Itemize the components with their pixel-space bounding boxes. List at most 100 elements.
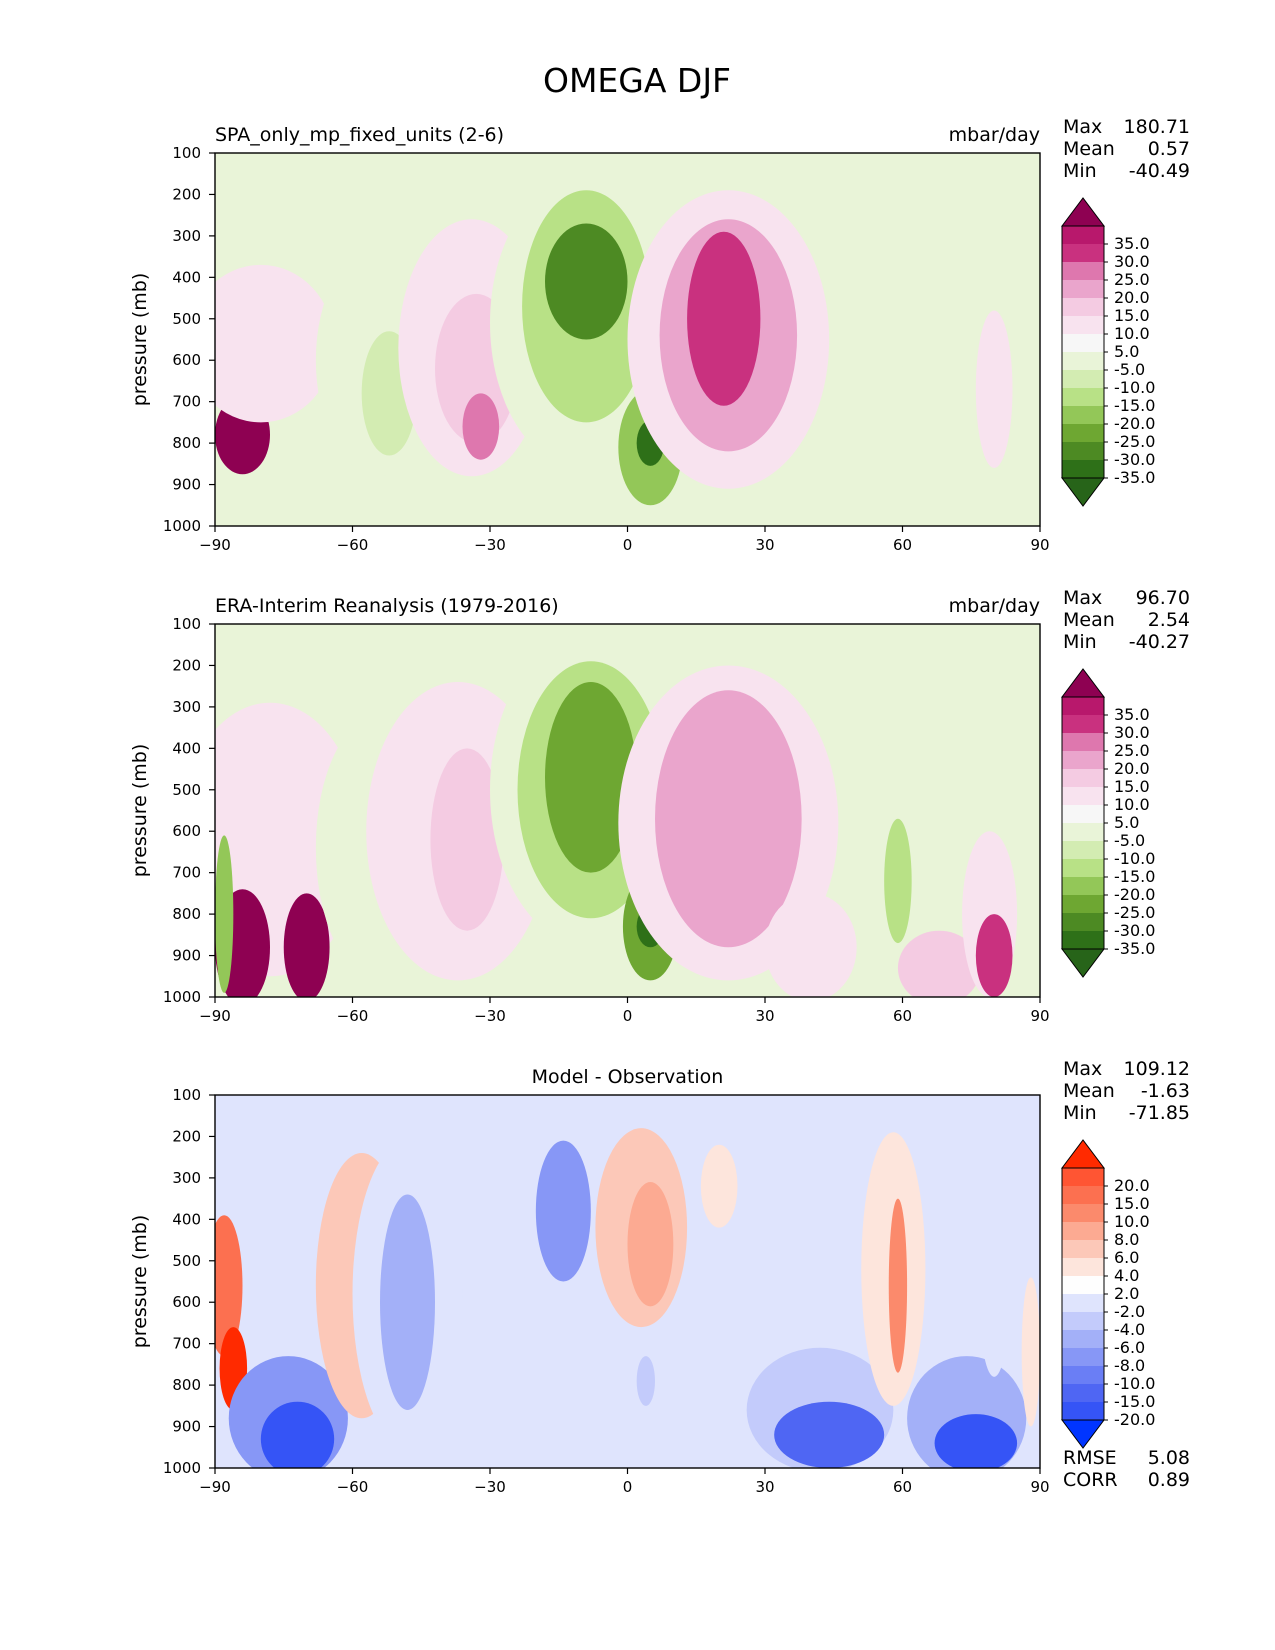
y-axis-label: pressure (mb) xyxy=(129,744,151,878)
stat-value: 0.57 xyxy=(1148,138,1190,160)
colorbar-label: -8.0 xyxy=(1114,1356,1145,1375)
colorbar-band xyxy=(1062,460,1104,478)
contour-region xyxy=(215,264,335,423)
colorbar-label: 6.0 xyxy=(1114,1248,1139,1267)
contour-region xyxy=(1021,1277,1040,1427)
y-tick-label: 400 xyxy=(172,1210,201,1228)
colorbar-band xyxy=(1062,406,1104,424)
colorbar-band xyxy=(1062,697,1104,715)
stat-value: -40.49 xyxy=(1129,160,1190,182)
colorbar-band xyxy=(1062,226,1104,244)
units-label: mbar/day xyxy=(949,595,1040,617)
colorbar-label: -35.0 xyxy=(1114,939,1155,958)
stat-label: Mean xyxy=(1063,138,1115,160)
contour-fields xyxy=(215,632,1018,997)
colorbar-label: -4.0 xyxy=(1114,1320,1145,1339)
stat-label: Max xyxy=(1063,116,1102,138)
panel-title: Model - Observation xyxy=(532,1066,724,1088)
stat-value: 2.54 xyxy=(1148,609,1190,631)
x-tick-label: 0 xyxy=(623,536,633,554)
contour-region xyxy=(884,818,912,944)
y-tick-label: 1000 xyxy=(163,1459,201,1477)
contour-region xyxy=(545,682,637,873)
contour-region xyxy=(980,1244,1008,1377)
colorbar-label: -15.0 xyxy=(1114,396,1155,415)
y-tick-label: 500 xyxy=(172,781,201,799)
colorbar-band xyxy=(1062,1294,1104,1312)
x-tick-label: −60 xyxy=(337,1007,369,1025)
contour-region xyxy=(774,1401,885,1468)
contour-region xyxy=(283,893,330,997)
colorbar-label: -30.0 xyxy=(1114,921,1155,940)
y-tick-label: 400 xyxy=(172,268,201,286)
y-tick-label: 800 xyxy=(172,905,201,923)
colorbar-band xyxy=(1062,1204,1104,1222)
y-tick-label: 600 xyxy=(172,822,201,840)
contour-region xyxy=(700,1144,738,1228)
stat-value: 5.08 xyxy=(1148,1447,1190,1469)
colorbar-band xyxy=(1062,733,1104,751)
stat-label: Mean xyxy=(1063,1080,1115,1102)
contour-region xyxy=(627,1182,674,1307)
contour-region xyxy=(687,231,761,406)
stat-value: 96.70 xyxy=(1136,587,1190,609)
contour-region xyxy=(462,393,500,460)
colorbar-label: 10.0 xyxy=(1114,324,1150,343)
colorbar-label: 25.0 xyxy=(1114,741,1150,760)
y-tick-label: 500 xyxy=(172,1252,201,1270)
stat-label: CORR xyxy=(1063,1469,1118,1491)
stat-value: 180.71 xyxy=(1124,116,1190,138)
colorbar-label: -10.0 xyxy=(1114,1374,1155,1393)
y-tick-label: 200 xyxy=(172,185,201,203)
x-tick-label: −90 xyxy=(199,536,231,554)
colorbar-extend-bottom xyxy=(1061,477,1105,507)
stat-label: Mean xyxy=(1063,609,1115,631)
colorbar-label: 10.0 xyxy=(1114,1212,1150,1231)
colorbar-band xyxy=(1062,1384,1104,1402)
colorbar-label: -20.0 xyxy=(1114,414,1155,433)
colorbar-band xyxy=(1062,1348,1104,1366)
y-axis-label: pressure (mb) xyxy=(129,1215,151,1349)
colorbar-label: -20.0 xyxy=(1114,885,1155,904)
colorbar-band xyxy=(1062,1168,1104,1186)
colorbar-label: -6.0 xyxy=(1114,1338,1145,1357)
colorbar-label: 30.0 xyxy=(1114,723,1150,742)
x-tick-label: −30 xyxy=(474,1478,506,1496)
colorbar: 35.030.025.020.015.010.05.0-5.0-10.0-15.… xyxy=(1061,668,1155,978)
y-tick-label: 700 xyxy=(172,864,201,882)
colorbar-band xyxy=(1062,370,1104,388)
colorbar-label: 10.0 xyxy=(1114,795,1150,814)
colorbar-label: -2.0 xyxy=(1114,1302,1145,1321)
colorbar-band xyxy=(1062,823,1104,841)
y-tick-label: 300 xyxy=(172,698,201,716)
colorbar-extend-top xyxy=(1061,197,1105,227)
contour-region xyxy=(888,1198,908,1373)
colorbar-band xyxy=(1062,334,1104,352)
stat-value: -71.85 xyxy=(1129,1102,1190,1124)
x-tick-label: 30 xyxy=(755,536,774,554)
colorbar-band xyxy=(1062,715,1104,733)
colorbar-band xyxy=(1062,913,1104,931)
colorbar-band xyxy=(1062,895,1104,913)
stat-label: Max xyxy=(1063,1058,1102,1080)
colorbar-band xyxy=(1062,388,1104,406)
panel-model: SPA_only_mp_fixed_units (2-6) mbar/day −90… xyxy=(129,116,1190,554)
contour-region xyxy=(765,893,857,997)
stat-label: Min xyxy=(1063,160,1097,182)
colorbar-label: 5.0 xyxy=(1114,813,1139,832)
contour-region xyxy=(833,356,926,514)
x-tick-label: −90 xyxy=(199,1007,231,1025)
contour-region xyxy=(535,1140,591,1282)
colorbar-label: -30.0 xyxy=(1114,450,1155,469)
contour-region xyxy=(655,690,802,948)
colorbar-band xyxy=(1062,1402,1104,1420)
contour-region xyxy=(215,835,234,993)
contour-region xyxy=(897,930,981,997)
stat-label: Min xyxy=(1063,1102,1097,1124)
y-axis-label: pressure (mb) xyxy=(129,273,151,407)
y-tick-label: 300 xyxy=(172,227,201,245)
x-tick-label: 0 xyxy=(623,1007,633,1025)
y-tick-label: 300 xyxy=(172,1169,201,1187)
x-tick-label: −60 xyxy=(337,536,369,554)
units-label: mbar/day xyxy=(949,124,1040,146)
